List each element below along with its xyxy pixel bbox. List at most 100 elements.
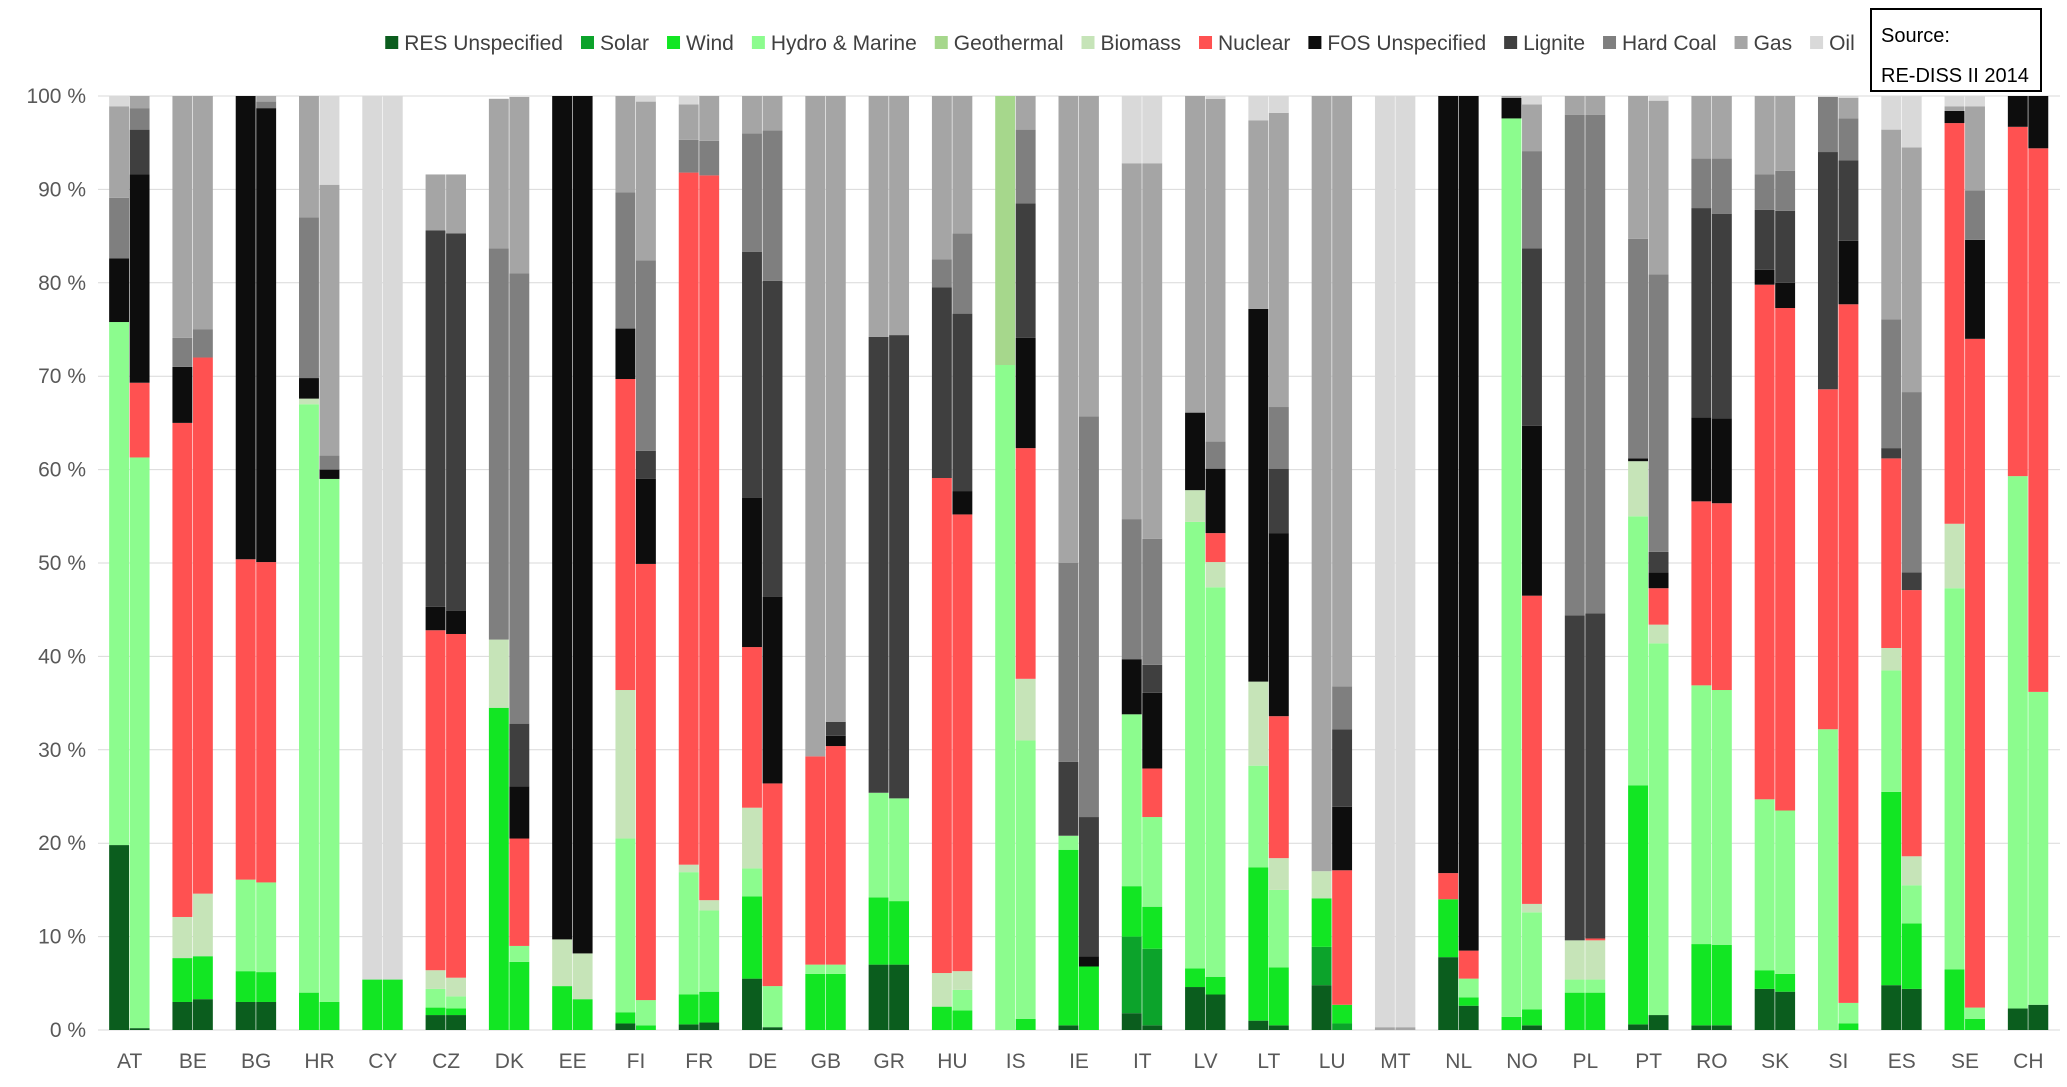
legend-item: Nuclear [1199,32,1290,55]
bar-segment [1965,338,1985,1008]
bar-group-ch [2007,96,2049,1030]
bar-segment [635,96,656,102]
bar-segment [129,174,150,383]
x-tick-label: LU [1319,1050,1346,1073]
bar-segment [1901,988,1922,1030]
bar-segment [1332,870,1353,1005]
bar-segment [1268,112,1289,408]
bar-segment [192,357,213,894]
bar-segment [509,838,530,946]
legend-label: Nuclear [1218,32,1290,55]
bar-segment [1205,98,1226,442]
bar-segment [1628,458,1649,462]
x-tick-label: SK [1761,1050,1789,1073]
legend-label: FOS Unspecified [1327,32,1486,55]
bar-segment [742,133,762,252]
x-tick-label: EE [559,1050,587,1073]
bar-segment [889,964,910,1030]
bar-segment [1522,151,1542,249]
bar-segment [1374,1027,1395,1030]
bar-segment [1648,551,1669,573]
bar-segment [1628,516,1649,786]
bar-segment [1501,97,1522,119]
bar-segment [615,192,636,329]
bar-segment [1142,906,1163,949]
x-tick-label: DK [495,1050,524,1073]
bar-segment [1901,590,1922,857]
bar-segment [699,900,720,911]
bar-segment [488,98,509,249]
y-tick-label: 60 % [38,459,86,482]
bar-segment [995,96,1016,365]
bar-segment [572,999,593,1030]
x-tick-label: PT [1635,1050,1662,1073]
bar-segment [762,96,783,131]
bar-group-es [1881,96,1922,1030]
bar-segment [192,96,213,330]
legend-swatch [1504,36,1518,49]
bar-segment [1817,96,1838,153]
x-tick-label: MT [1380,1050,1410,1073]
bar-segment [1142,768,1163,818]
bar-segment [1185,96,1205,413]
bar-segment [1501,96,1522,98]
bar-segment [1754,970,1775,989]
bar-group-gr [868,96,910,1030]
bar-segment [319,455,340,470]
bar-segment [509,723,530,787]
bar-segment [762,1027,783,1030]
bar-segment [1185,968,1205,988]
bar-segment [1185,987,1205,1030]
bar-segment [615,1023,636,1030]
bar-segment [1711,945,1732,1026]
bar-segment [678,139,699,173]
legend-label: Oil [1829,32,1855,55]
x-tick-label: DE [748,1050,777,1073]
bar-segment [425,606,446,631]
legend-label: Wind [686,32,734,55]
bar-segment [1944,96,1965,107]
bar-segment [742,896,762,979]
bar-segment [1775,973,1796,992]
bar-segment [2028,148,2049,692]
bar-segment [1648,624,1669,644]
x-tick-label: CH [2013,1050,2043,1073]
bar-segment [425,1007,446,1016]
x-tick-label: IE [1069,1050,1089,1073]
bar-segment [742,807,762,869]
bar-segment [1944,123,1965,524]
bar-segment [1248,867,1269,1021]
bar-segment [299,378,319,399]
bar-segment [1121,714,1142,887]
bar-segment [1438,957,1459,1030]
bar-group-nl [1438,96,1479,1030]
bar-segment [868,964,889,1030]
legend-label: Hard Coal [1622,32,1717,55]
bar-segment [1205,976,1226,995]
bar-segment [762,783,783,987]
bar-segment [1901,572,1922,591]
bar-segment [425,970,446,989]
bar-segment [552,939,573,987]
bar-segment [488,248,509,640]
bar-segment [1395,1027,1416,1030]
bar-segment [825,964,846,974]
y-axis-tick-labels: 0 % 10 % 20 % 30 % 40 % 50 % 60 % 70 % 80 % 90 % 1… [26,85,86,1042]
source-box: Source: RE-DISS II 2014 [1870,8,2042,92]
bar-segment [1901,885,1922,924]
bar-segment [615,328,636,380]
bar-segment [256,882,277,973]
bar-segment [742,497,762,648]
bar-segment [109,96,130,107]
bar-segment [699,96,720,141]
bar-segment [1311,898,1332,947]
bar-segment [931,259,952,288]
bar-segment [1691,1025,1712,1030]
legend-label: Solar [600,32,649,55]
bar-segment [635,478,656,564]
bar-segment [825,96,846,722]
bar-segment [235,559,256,880]
bar-segment [1501,1016,1522,1030]
bar-segment [1965,190,1985,240]
bar-segment [699,1022,720,1030]
